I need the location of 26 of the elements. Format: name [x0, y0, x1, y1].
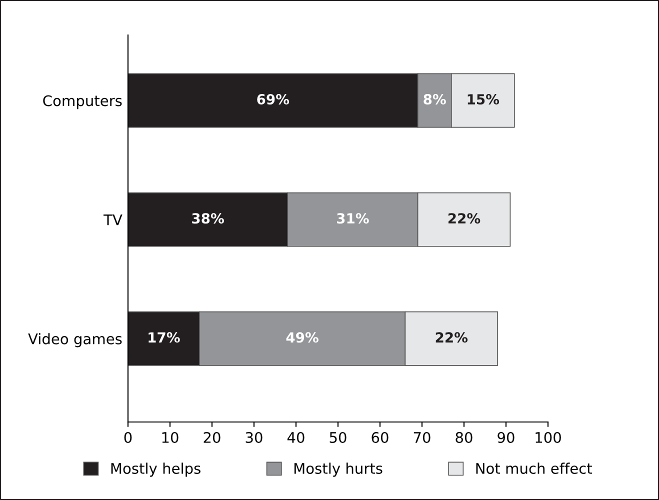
x-tick-label: 20 — [204, 432, 220, 444]
x-tick-label: 10 — [162, 432, 178, 444]
y-tick-label: Computers — [43, 95, 122, 110]
x-tick-label: 40 — [287, 432, 304, 444]
x-tick-label: 90 — [498, 432, 514, 444]
y-tick-label: TV — [104, 214, 122, 226]
data-label: 22% — [436, 332, 468, 343]
data-label: 15% — [468, 94, 500, 105]
y-tick-label: Video games — [28, 333, 122, 348]
data-label: 38% — [192, 213, 224, 224]
x-tick-label: 100 — [536, 432, 561, 444]
data-label: 31% — [337, 213, 369, 224]
data-label: 49% — [286, 332, 318, 343]
data-label: 8% — [424, 94, 446, 105]
data-label: 22% — [448, 213, 480, 224]
x-tick-label: 50 — [330, 432, 346, 444]
data-label: 17% — [148, 332, 180, 343]
legend-label: Mostly hurts — [294, 462, 382, 477]
x-tick-label: 70 — [414, 432, 430, 444]
x-tick-label: 0 — [124, 432, 132, 444]
legend-label: Not much effect — [476, 462, 592, 474]
x-tick-label: 80 — [456, 432, 472, 444]
x-tick-label: 60 — [372, 432, 388, 444]
x-tick-label: 30 — [246, 432, 262, 444]
legend-label: Mostly helps — [111, 462, 200, 477]
data-label: 69% — [257, 94, 290, 105]
